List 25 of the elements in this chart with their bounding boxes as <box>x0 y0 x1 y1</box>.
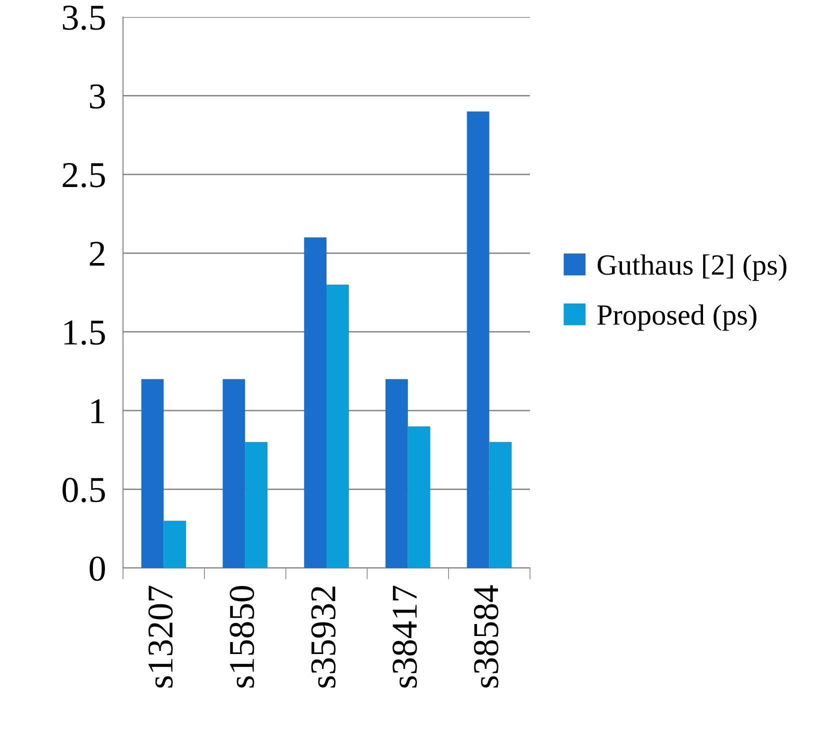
x-tick-label: s13207 <box>148 586 173 688</box>
legend-label: Proposed (ps) <box>597 304 756 331</box>
y-tick-label: 3.5 <box>62 6 105 30</box>
y-tick-label: 2.5 <box>62 163 105 188</box>
y-tick-label: 1 <box>91 399 104 424</box>
x-tick-label: s38417 <box>392 586 417 688</box>
y-tick-label: 3 <box>90 84 105 109</box>
bar <box>245 442 268 568</box>
bar <box>408 426 430 568</box>
bar <box>141 379 164 568</box>
legend-label: Guthaus [2] (ps) <box>598 254 786 281</box>
bar <box>222 379 246 568</box>
x-tick-label: s35932 <box>311 586 336 688</box>
y-tick-label: 1.5 <box>64 320 105 345</box>
x-tick-label: s15850 <box>230 586 254 688</box>
x-tick-label: s38584 <box>474 585 498 688</box>
bar <box>164 520 186 568</box>
bar <box>326 284 349 568</box>
y-tick-label: 0 <box>90 556 105 581</box>
y-tick-label: 0.5 <box>62 478 105 502</box>
bar <box>489 442 512 568</box>
y-tick-label: 2 <box>90 242 104 266</box>
bar <box>304 237 326 568</box>
bar <box>466 111 490 568</box>
bar <box>386 379 408 568</box>
